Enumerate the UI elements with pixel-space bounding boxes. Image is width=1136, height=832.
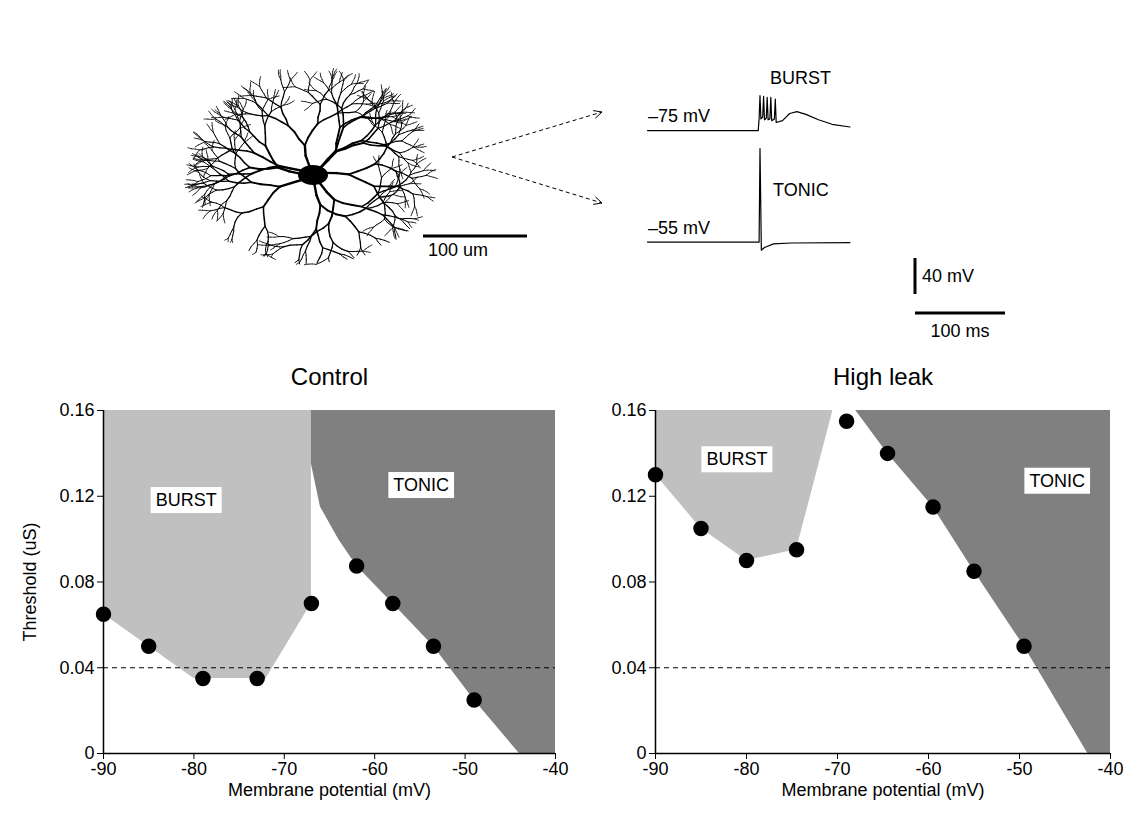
svg-text:-50: -50 <box>452 759 478 779</box>
svg-text:-70: -70 <box>824 759 850 779</box>
svg-text:-60: -60 <box>915 759 941 779</box>
svg-text:-90: -90 <box>642 759 668 779</box>
svg-text:TONIC: TONIC <box>393 475 449 495</box>
svg-text:-80: -80 <box>181 759 207 779</box>
svg-text:0.12: 0.12 <box>59 486 94 506</box>
svg-text:0.08: 0.08 <box>611 572 646 592</box>
svg-text:-40: -40 <box>1097 759 1123 779</box>
svg-text:0: 0 <box>84 743 95 764</box>
svg-text:Membrane potential (mV): Membrane potential (mV) <box>228 780 431 800</box>
svg-text:0.04: 0.04 <box>59 658 94 678</box>
svg-text:BURST: BURST <box>706 449 767 469</box>
svg-text:0.08: 0.08 <box>59 572 94 592</box>
svg-text:TONIC: TONIC <box>1029 471 1085 491</box>
svg-text:0.04: 0.04 <box>611 658 646 678</box>
svg-text:0.16: 0.16 <box>611 400 646 420</box>
svg-text:–55 mV: –55 mV <box>648 218 710 238</box>
svg-text:0.12: 0.12 <box>611 486 646 506</box>
svg-text:BURST: BURST <box>156 490 217 510</box>
svg-text:High leak: High leak <box>833 363 934 390</box>
svg-text:Threshold (uS): Threshold (uS) <box>20 522 40 641</box>
svg-text:-80: -80 <box>733 759 759 779</box>
svg-text:TONIC: TONIC <box>773 180 829 200</box>
svg-text:100 ms: 100 ms <box>930 321 989 341</box>
svg-text:0.16: 0.16 <box>59 400 94 420</box>
svg-text:Control: Control <box>291 363 368 390</box>
svg-text:–75 mV: –75 mV <box>648 106 710 126</box>
svg-text:40 mV: 40 mV <box>922 266 974 286</box>
svg-text:-90: -90 <box>90 759 116 779</box>
svg-text:-50: -50 <box>1006 759 1032 779</box>
svg-text:100 um: 100 um <box>428 240 488 260</box>
svg-text:-60: -60 <box>362 759 388 779</box>
svg-text:-70: -70 <box>271 759 297 779</box>
svg-text:BURST: BURST <box>770 68 831 88</box>
svg-text:-40: -40 <box>542 759 568 779</box>
svg-text:Membrane potential (mV): Membrane potential (mV) <box>781 780 984 800</box>
svg-text:0: 0 <box>636 743 647 764</box>
